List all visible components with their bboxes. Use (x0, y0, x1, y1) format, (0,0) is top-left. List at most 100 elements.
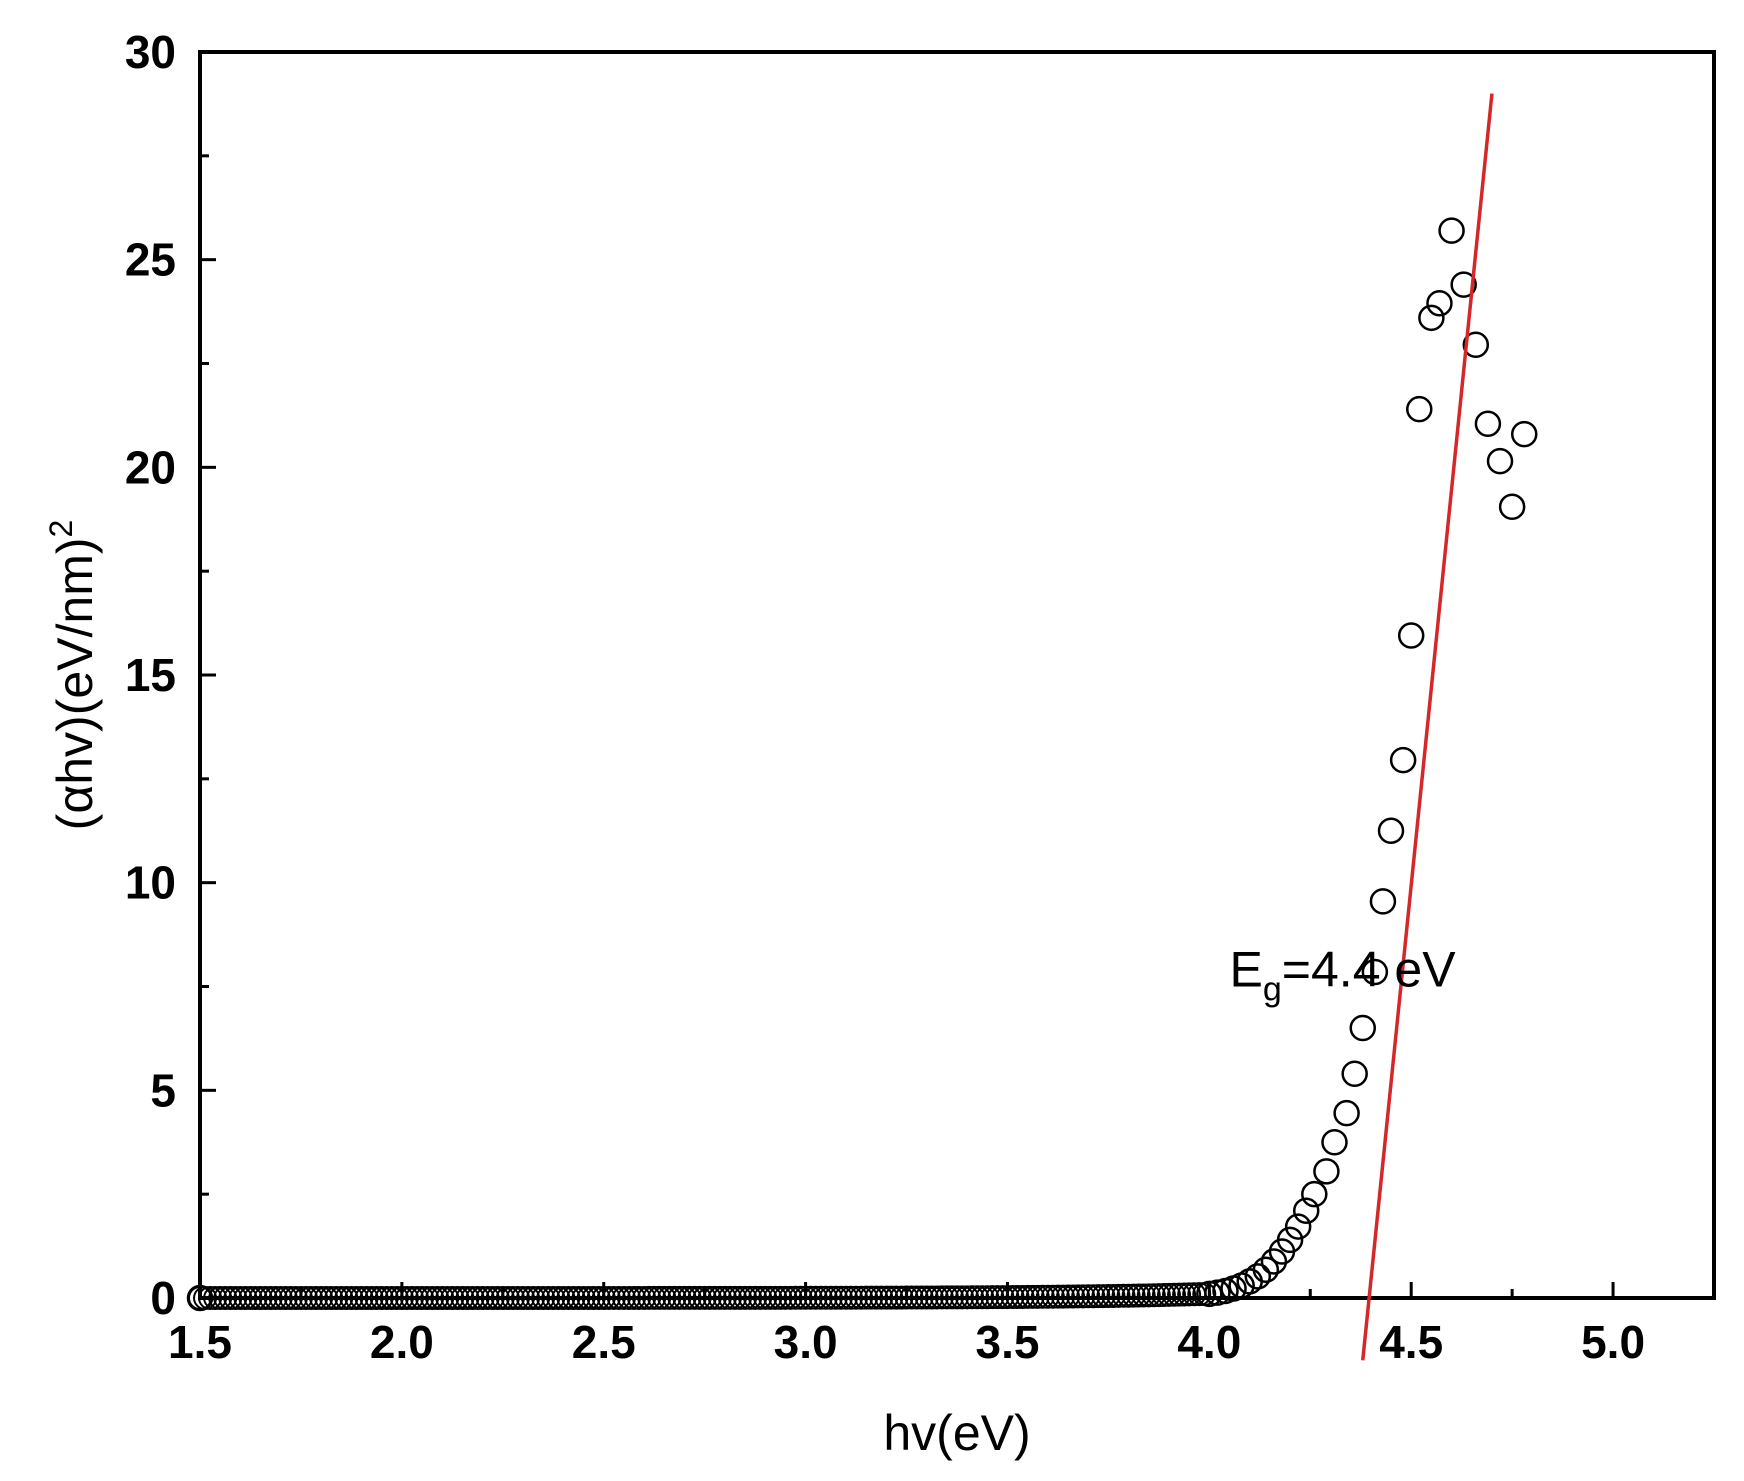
data-point (1126, 1283, 1151, 1308)
data-point (606, 1285, 631, 1310)
data-point (768, 1285, 793, 1310)
data-point (1091, 1284, 1116, 1309)
data-point (874, 1285, 899, 1310)
data-point (1081, 1284, 1106, 1309)
x-tick-label: 2.0 (370, 1316, 434, 1368)
data-point (470, 1285, 495, 1310)
x-axis-label: hv(eV) (883, 1405, 1030, 1461)
data-point (1141, 1283, 1166, 1308)
data-point (445, 1285, 470, 1310)
data-point (293, 1285, 318, 1310)
data-point (793, 1285, 818, 1310)
plot-frame (198, 50, 1716, 1300)
data-point (425, 1285, 450, 1310)
data-point (1462, 331, 1490, 359)
data-point (1196, 1280, 1223, 1308)
annotation-rest: =4.4 eV (1282, 942, 1456, 998)
data-point (571, 1285, 596, 1310)
data-point (975, 1285, 1000, 1310)
data-point (1369, 888, 1397, 915)
data-points (186, 217, 1538, 1312)
x-tick-label: 2.5 (572, 1316, 636, 1368)
ticks (198, 50, 1615, 1300)
data-point (1321, 1129, 1348, 1156)
data-point (1131, 1283, 1156, 1308)
data-point (591, 1285, 616, 1310)
data-point (788, 1285, 813, 1310)
data-point (243, 1285, 268, 1310)
data-point (1438, 217, 1465, 244)
data-point (611, 1285, 636, 1310)
data-point (278, 1285, 303, 1310)
data-point (743, 1285, 768, 1310)
data-point (889, 1285, 914, 1310)
data-point (389, 1285, 414, 1310)
data-point (601, 1285, 626, 1310)
data-point (551, 1285, 576, 1310)
data-point (410, 1285, 435, 1310)
data-point (1292, 1197, 1320, 1225)
data-point (904, 1285, 929, 1310)
data-point (541, 1285, 566, 1310)
data-point (833, 1285, 858, 1310)
data-point (1076, 1284, 1101, 1309)
data-point (329, 1285, 354, 1310)
data-point (203, 1285, 228, 1310)
data-point (288, 1285, 313, 1310)
data-point (616, 1285, 641, 1310)
data-point (475, 1285, 500, 1310)
data-point (642, 1285, 667, 1310)
bandgap-annotation: Eg=4.4 eV (1230, 942, 1457, 1009)
data-point (198, 1285, 223, 1310)
data-point (299, 1285, 324, 1310)
x-tick-label: 3.5 (975, 1316, 1039, 1368)
data-point (415, 1285, 440, 1310)
data-point (854, 1285, 879, 1310)
data-point (945, 1285, 969, 1310)
data-point (707, 1285, 732, 1310)
x-tick-label: 4.0 (1177, 1316, 1241, 1368)
data-point (248, 1285, 273, 1310)
data-point (1260, 1248, 1288, 1275)
data-point (839, 1285, 864, 1310)
data-point (319, 1285, 344, 1310)
data-point (647, 1285, 672, 1310)
data-point (1349, 1014, 1377, 1042)
data-point (985, 1285, 1010, 1310)
data-point (394, 1285, 419, 1310)
data-point (622, 1285, 647, 1310)
y-axis-label-superscript: 2 (43, 520, 79, 538)
y-tick-label: 5 (150, 1064, 176, 1116)
x-tick-label: 4.5 (1379, 1316, 1443, 1368)
data-point (1498, 493, 1526, 521)
data-point (566, 1285, 591, 1310)
data-point (268, 1285, 293, 1310)
x-tick-label: 1.5 (168, 1316, 232, 1368)
data-point (1066, 1284, 1091, 1309)
data-point (1061, 1284, 1086, 1309)
data-point (314, 1285, 339, 1310)
data-point (223, 1285, 248, 1310)
data-point (828, 1285, 853, 1310)
data-point (430, 1285, 455, 1310)
data-point (521, 1285, 546, 1310)
data-point (1341, 1060, 1368, 1087)
data-point (1010, 1284, 1035, 1309)
data-point (864, 1285, 889, 1310)
data-point (238, 1285, 263, 1310)
data-point (273, 1285, 298, 1310)
data-point (531, 1285, 556, 1310)
data-point (500, 1285, 525, 1310)
data-point (1040, 1284, 1065, 1309)
data-point (186, 1284, 214, 1312)
data-point (1015, 1284, 1040, 1309)
data-point (1035, 1284, 1060, 1309)
data-point (1301, 1180, 1328, 1208)
data-point (955, 1285, 980, 1310)
data-point (1397, 622, 1425, 649)
data-point (556, 1285, 581, 1310)
data-point (722, 1285, 747, 1310)
data-point (990, 1285, 1015, 1310)
tick-labels: 1.5 2.0 2.5 3.0 3.5 4.0 4.5 5.0 0 5 10 15 20 25 30 (125, 26, 1645, 1368)
data-point (753, 1285, 778, 1310)
